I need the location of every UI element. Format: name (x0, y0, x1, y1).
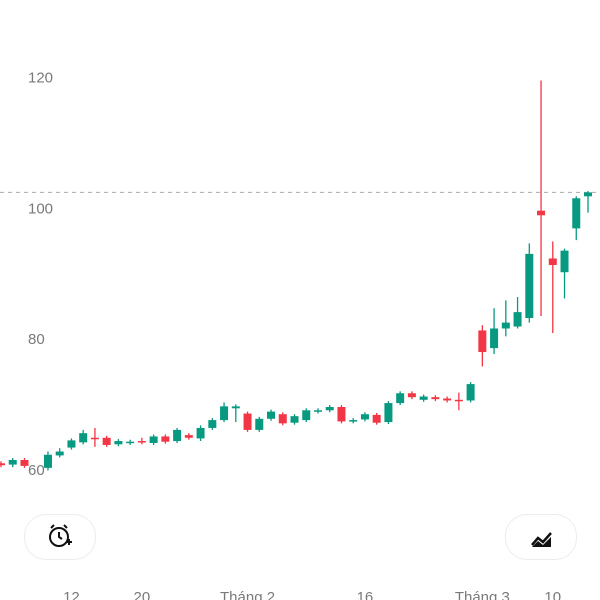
x-tick-label: 10 (544, 589, 561, 600)
y-tick-label: 80 (28, 331, 45, 348)
x-tick-label: 20 (134, 589, 151, 600)
candle-body (490, 328, 499, 349)
indicator-button[interactable] (505, 514, 577, 560)
candle-body (302, 410, 311, 421)
candle-body (560, 250, 569, 273)
candle-body (313, 410, 322, 412)
candle-body (360, 414, 369, 420)
chart-icon (531, 532, 552, 547)
alert-button[interactable] (24, 514, 96, 560)
candle-body (161, 436, 170, 442)
candle-body (114, 441, 123, 445)
candle-body (501, 322, 510, 329)
candle-body (325, 407, 334, 411)
x-tick-label: Tháng 2 (220, 589, 275, 600)
alarm-icon (49, 524, 72, 547)
candle-body (584, 192, 592, 197)
candle-body (290, 416, 299, 423)
candle-body (55, 451, 64, 456)
candle-body (513, 312, 522, 327)
candle-body (548, 258, 557, 266)
candle-body (102, 437, 111, 445)
candle-body (231, 406, 240, 409)
x-tick-label: 12 (63, 589, 80, 600)
y-tick-label: 60 (28, 462, 45, 479)
candle-body (90, 437, 99, 440)
candle-body (396, 393, 405, 404)
candle-body (243, 413, 252, 430)
candle-body (349, 420, 358, 422)
candle-body (372, 414, 381, 423)
candle-body (525, 253, 534, 319)
candle-body (384, 403, 393, 423)
candle-body (0, 463, 5, 466)
candle-body (20, 460, 29, 466)
candle-body (267, 411, 276, 419)
candle-body (196, 427, 205, 439)
candle-body (443, 398, 452, 401)
y-tick-label: 120 (28, 69, 53, 86)
candle-body (149, 436, 158, 443)
candle-body (126, 441, 135, 444)
candle-body (184, 435, 193, 438)
candle-body (278, 414, 287, 424)
candle-body (431, 397, 440, 400)
candle-body (466, 384, 475, 401)
candle-body (572, 198, 581, 229)
candle-body (8, 460, 17, 465)
candle-body (67, 440, 76, 448)
candle-body (337, 407, 346, 422)
candle-body (173, 429, 182, 442)
candle-body (255, 418, 264, 430)
candle-body (454, 399, 463, 402)
candle-body (407, 393, 416, 398)
candle-body (43, 454, 52, 468)
x-tick-label: 16 (357, 589, 374, 600)
y-tick-label: 100 (28, 200, 53, 217)
candle-body (79, 433, 88, 443)
candle-body (478, 330, 487, 353)
candle-body (220, 406, 229, 421)
candle-body (137, 441, 146, 443)
x-tick-label: Tháng 3 (455, 589, 510, 600)
candle-body (208, 420, 217, 428)
candle-body (537, 210, 546, 216)
candle-body (419, 396, 428, 400)
